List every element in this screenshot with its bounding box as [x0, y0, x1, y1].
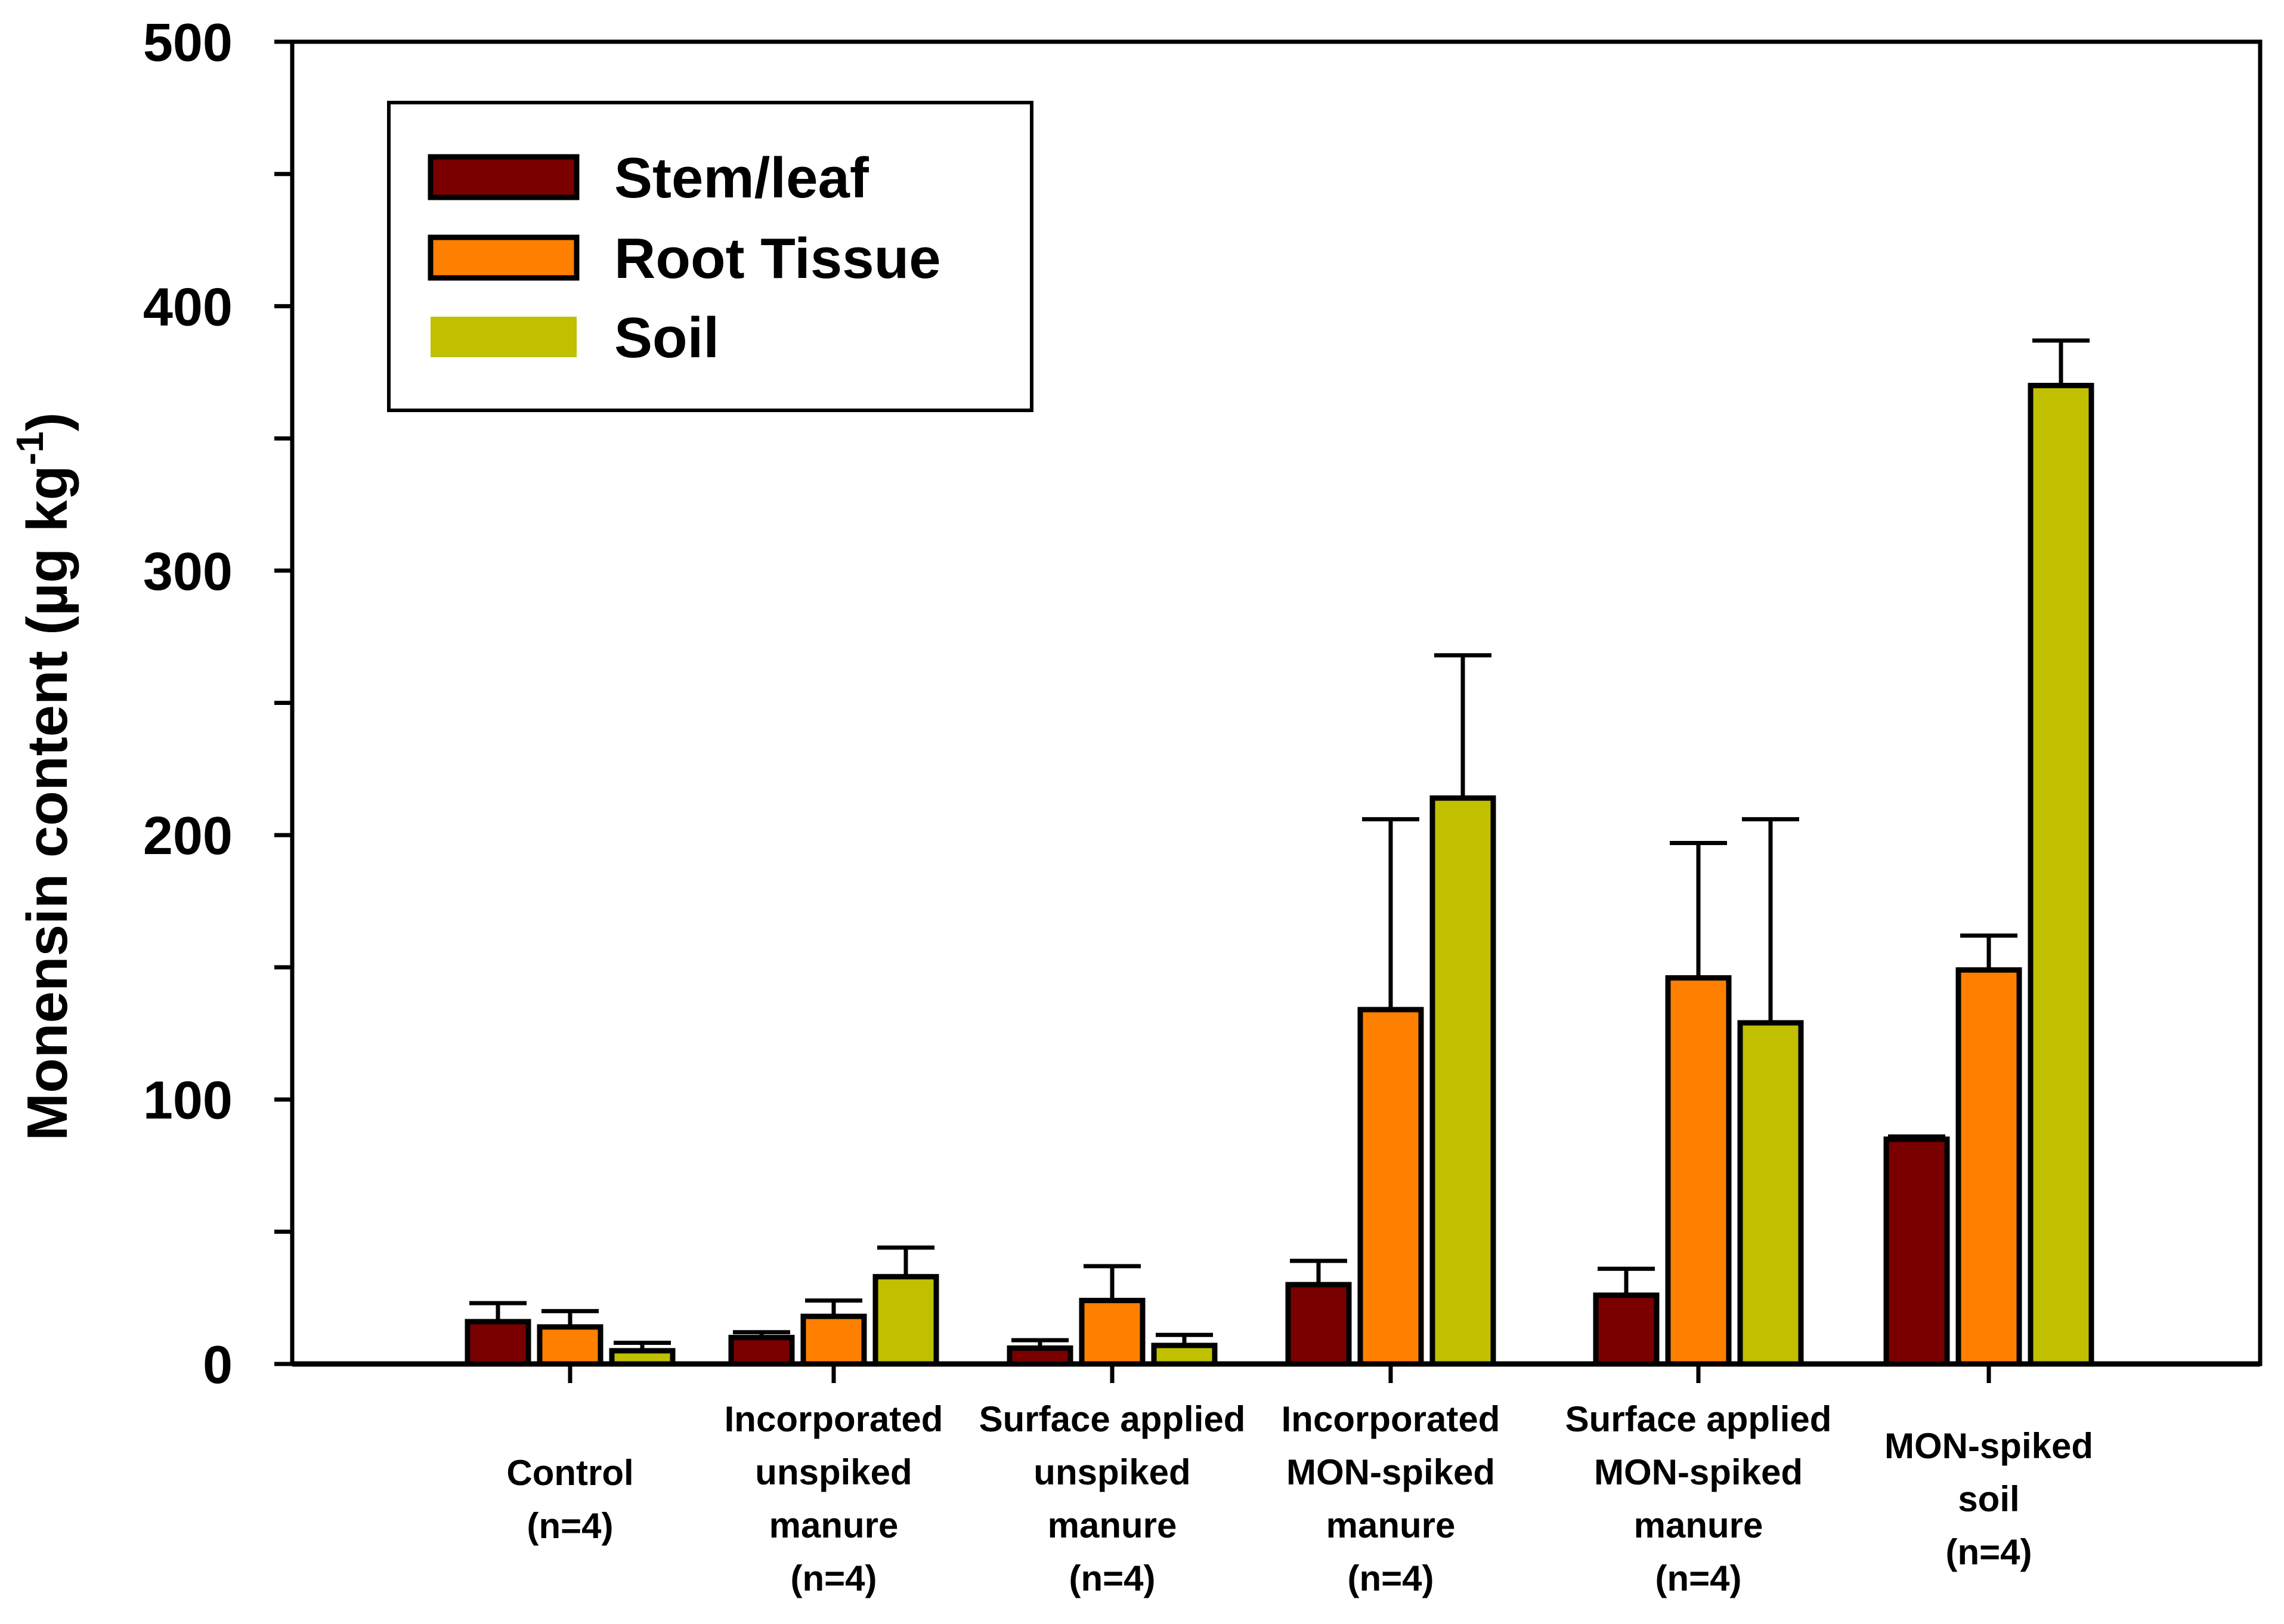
bar: [1357, 1007, 1424, 1367]
bar: [1883, 1136, 1950, 1367]
legend-label: Stem/leaf: [614, 146, 869, 210]
error-bar: [1290, 1258, 1347, 1285]
error-bar: [1084, 1264, 1141, 1301]
y-tick-label: 400: [143, 277, 233, 337]
error-bar: [1888, 1134, 1945, 1140]
x-tick-label: Incorporated unspiked manure (n=4): [725, 1399, 943, 1598]
bar: [1593, 1292, 1660, 1367]
error-bar: [614, 1341, 671, 1351]
y-tick-label: 200: [143, 806, 233, 866]
y-tick-label: 100: [143, 1071, 233, 1131]
error-bar: [805, 1298, 862, 1317]
error-bar: [469, 1301, 527, 1322]
bar: [1079, 1298, 1146, 1367]
bar: [1007, 1345, 1073, 1367]
x-tick-label: Surface applied MON-spiked manure (n=4): [1565, 1399, 1832, 1598]
legend-label: Soil: [614, 306, 719, 370]
x-tick-label: MON-spiked soil (n=4): [1884, 1426, 2093, 1572]
error-bar: [1362, 817, 1419, 1010]
legend-swatch: [431, 317, 577, 357]
legend: Stem/leaf Root Tissue Soil: [387, 101, 1033, 412]
legend-swatch: [428, 234, 580, 281]
error-bar: [1011, 1338, 1069, 1348]
error-bar: [733, 1330, 790, 1338]
bar: [537, 1324, 604, 1367]
bar: [872, 1274, 939, 1367]
bar: [728, 1335, 795, 1367]
y-tick-label: 0: [203, 1335, 233, 1395]
bar: [1429, 795, 1496, 1367]
legend-label: Root Tissue: [614, 227, 941, 290]
y-axis-title: Monensin content (µg kg-1): [8, 412, 79, 1140]
bar: [1285, 1282, 1352, 1367]
bar: [609, 1348, 676, 1367]
y-axis: 0 100 200 300 400 500: [143, 13, 292, 1395]
error-bar: [877, 1245, 934, 1277]
error-bar: [1434, 653, 1491, 799]
x-tick-label: Surface applied unspiked manure (n=4): [979, 1399, 1246, 1598]
bar: [465, 1319, 531, 1367]
bars-group: [465, 382, 2094, 1367]
legend-swatch: [428, 154, 580, 200]
error-bar: [1598, 1266, 1655, 1295]
x-axis: Control (n=4) Incorporated unspiked manure (n…: [292, 1361, 2260, 1598]
bar: [1737, 1020, 1804, 1367]
error-bars-group: [469, 338, 2090, 1351]
error-bar: [1156, 1332, 1213, 1345]
bar: [2028, 382, 2094, 1367]
y-tick-label: 300: [143, 542, 233, 602]
x-tick-label: Incorporated MON-spiked manure (n=4): [1282, 1399, 1500, 1598]
error-bar: [2032, 338, 2090, 386]
bar: [800, 1313, 867, 1367]
error-bar: [1742, 817, 1799, 1023]
bar: [1955, 967, 2022, 1367]
y-tick-label: 500: [143, 13, 233, 73]
error-bar: [541, 1309, 599, 1327]
error-bar: [1670, 841, 1727, 978]
bar: [1151, 1342, 1218, 1367]
error-bar: [1960, 933, 2017, 970]
bar: [1665, 975, 1732, 1367]
x-tick-label: Control (n=4): [506, 1453, 633, 1546]
